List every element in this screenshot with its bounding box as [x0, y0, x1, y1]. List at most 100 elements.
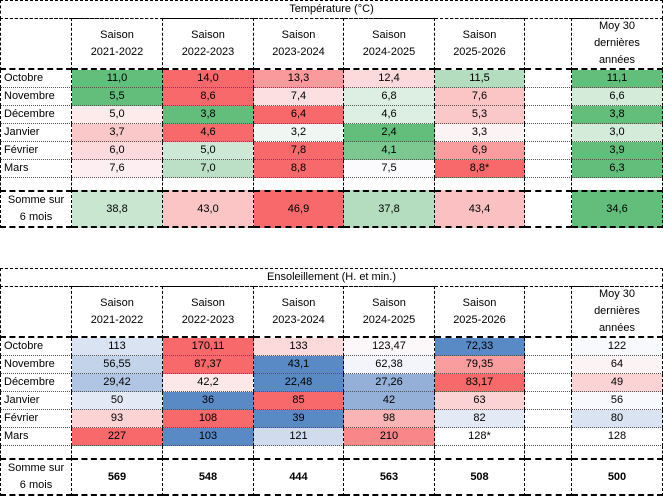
data-cell[interactable]: 3,0: [572, 124, 663, 142]
data-cell[interactable]: [525, 160, 572, 178]
data-cell[interactable]: 5,0: [72, 106, 163, 124]
data-cell[interactable]: [525, 410, 572, 428]
data-cell[interactable]: 64: [572, 356, 663, 374]
row-label[interactable]: Décembre: [0, 374, 72, 392]
row-label[interactable]: Février: [0, 142, 72, 160]
data-cell[interactable]: 39: [254, 410, 344, 428]
spacer-cell[interactable]: [525, 178, 572, 190]
column-header[interactable]: Saison 2023-2024: [254, 18, 344, 70]
sum-cell[interactable]: [525, 190, 572, 228]
data-cell[interactable]: 27,26: [344, 374, 435, 392]
data-cell[interactable]: 36: [163, 392, 254, 410]
data-cell[interactable]: 93: [72, 410, 163, 428]
spacer-cell[interactable]: [344, 178, 435, 190]
data-cell[interactable]: [525, 142, 572, 160]
data-cell[interactable]: 42: [344, 392, 435, 410]
data-cell[interactable]: 6,4: [254, 106, 344, 124]
data-cell[interactable]: [525, 338, 572, 356]
data-cell[interactable]: 4,1: [344, 142, 435, 160]
sum-cell[interactable]: 444: [254, 458, 344, 496]
data-cell[interactable]: 122: [572, 338, 663, 356]
data-cell[interactable]: 12,4: [344, 70, 435, 88]
column-header[interactable]: Saison 2025-2026: [435, 286, 525, 338]
data-cell[interactable]: 6,8: [344, 88, 435, 106]
row-label[interactable]: Novembre: [0, 356, 72, 374]
data-cell[interactable]: 11,5: [435, 70, 525, 88]
data-cell[interactable]: 6,0: [72, 142, 163, 160]
data-cell[interactable]: 123,47: [344, 338, 435, 356]
data-cell[interactable]: 62,38: [344, 356, 435, 374]
column-header[interactable]: [525, 286, 572, 338]
data-cell[interactable]: 5,0: [163, 142, 254, 160]
sum-cell[interactable]: 548: [163, 458, 254, 496]
row-label[interactable]: Décembre: [0, 106, 72, 124]
data-cell[interactable]: 7,0: [163, 160, 254, 178]
data-cell[interactable]: 79,35: [435, 356, 525, 374]
row-label[interactable]: Janvier: [0, 124, 72, 142]
data-cell[interactable]: 6,9: [435, 142, 525, 160]
column-header[interactable]: Saison 2021-2022: [72, 286, 163, 338]
data-cell[interactable]: 13,3: [254, 70, 344, 88]
data-cell[interactable]: 56: [572, 392, 663, 410]
data-cell[interactable]: 85: [254, 392, 344, 410]
data-cell[interactable]: 82: [435, 410, 525, 428]
data-cell[interactable]: 83,17: [435, 374, 525, 392]
data-cell[interactable]: 42,2: [163, 374, 254, 392]
data-cell[interactable]: 5,5: [72, 88, 163, 106]
data-cell[interactable]: 103: [163, 428, 254, 446]
data-cell[interactable]: 8,6: [163, 88, 254, 106]
column-header[interactable]: Saison 2022-2023: [163, 286, 254, 338]
data-cell[interactable]: 56,55: [72, 356, 163, 374]
data-cell[interactable]: 7,8: [254, 142, 344, 160]
spacer-cell[interactable]: [72, 178, 163, 190]
data-cell[interactable]: 133: [254, 338, 344, 356]
row-label[interactable]: Mars: [0, 428, 72, 446]
sum-cell[interactable]: 43,0: [163, 190, 254, 228]
data-cell[interactable]: 3,8: [163, 106, 254, 124]
spacer-cell[interactable]: [163, 178, 254, 190]
data-cell[interactable]: 3,7: [72, 124, 163, 142]
data-cell[interactable]: [525, 106, 572, 124]
data-cell[interactable]: [525, 374, 572, 392]
spacer-cell[interactable]: [435, 178, 525, 190]
data-cell[interactable]: 72,33: [435, 338, 525, 356]
data-cell[interactable]: 49: [572, 374, 663, 392]
data-cell[interactable]: 227: [72, 428, 163, 446]
data-cell[interactable]: 6,3: [572, 160, 663, 178]
spacer-cell[interactable]: [72, 446, 163, 458]
spacer-cell[interactable]: [254, 446, 344, 458]
spacer-cell[interactable]: [163, 446, 254, 458]
data-cell[interactable]: 210: [344, 428, 435, 446]
data-cell[interactable]: [525, 392, 572, 410]
spacer-cell[interactable]: [572, 446, 663, 458]
sum-cell[interactable]: 569: [72, 458, 163, 496]
data-cell[interactable]: [525, 88, 572, 106]
header-corner[interactable]: [0, 18, 72, 70]
data-cell[interactable]: [525, 124, 572, 142]
data-cell[interactable]: 3,8: [572, 106, 663, 124]
sum-cell[interactable]: [525, 458, 572, 496]
sum-cell[interactable]: 37,8: [344, 190, 435, 228]
row-label[interactable]: Mars: [0, 160, 72, 178]
data-cell[interactable]: 43,1: [254, 356, 344, 374]
data-cell[interactable]: 6,6: [572, 88, 663, 106]
data-cell[interactable]: 3,9: [572, 142, 663, 160]
data-cell[interactable]: 121: [254, 428, 344, 446]
sum-cell[interactable]: 38,8: [72, 190, 163, 228]
data-cell[interactable]: 80: [572, 410, 663, 428]
data-cell[interactable]: 87,37: [163, 356, 254, 374]
column-header[interactable]: Moy 30 dernières années: [572, 286, 663, 338]
column-header[interactable]: Saison 2022-2023: [163, 18, 254, 70]
row-label[interactable]: Octobre: [0, 70, 72, 88]
spacer-cell[interactable]: [435, 446, 525, 458]
column-header[interactable]: Moy 30 dernières années: [572, 18, 663, 70]
column-header[interactable]: Saison 2023-2024: [254, 286, 344, 338]
spacer-cell[interactable]: [572, 178, 663, 190]
column-header[interactable]: Saison 2021-2022: [72, 18, 163, 70]
data-cell[interactable]: 108: [163, 410, 254, 428]
data-cell[interactable]: [525, 356, 572, 374]
column-header[interactable]: Saison 2025-2026: [435, 18, 525, 70]
data-cell[interactable]: 8,8: [254, 160, 344, 178]
sum-cell[interactable]: 46,9: [254, 190, 344, 228]
row-label[interactable]: Novembre: [0, 88, 72, 106]
